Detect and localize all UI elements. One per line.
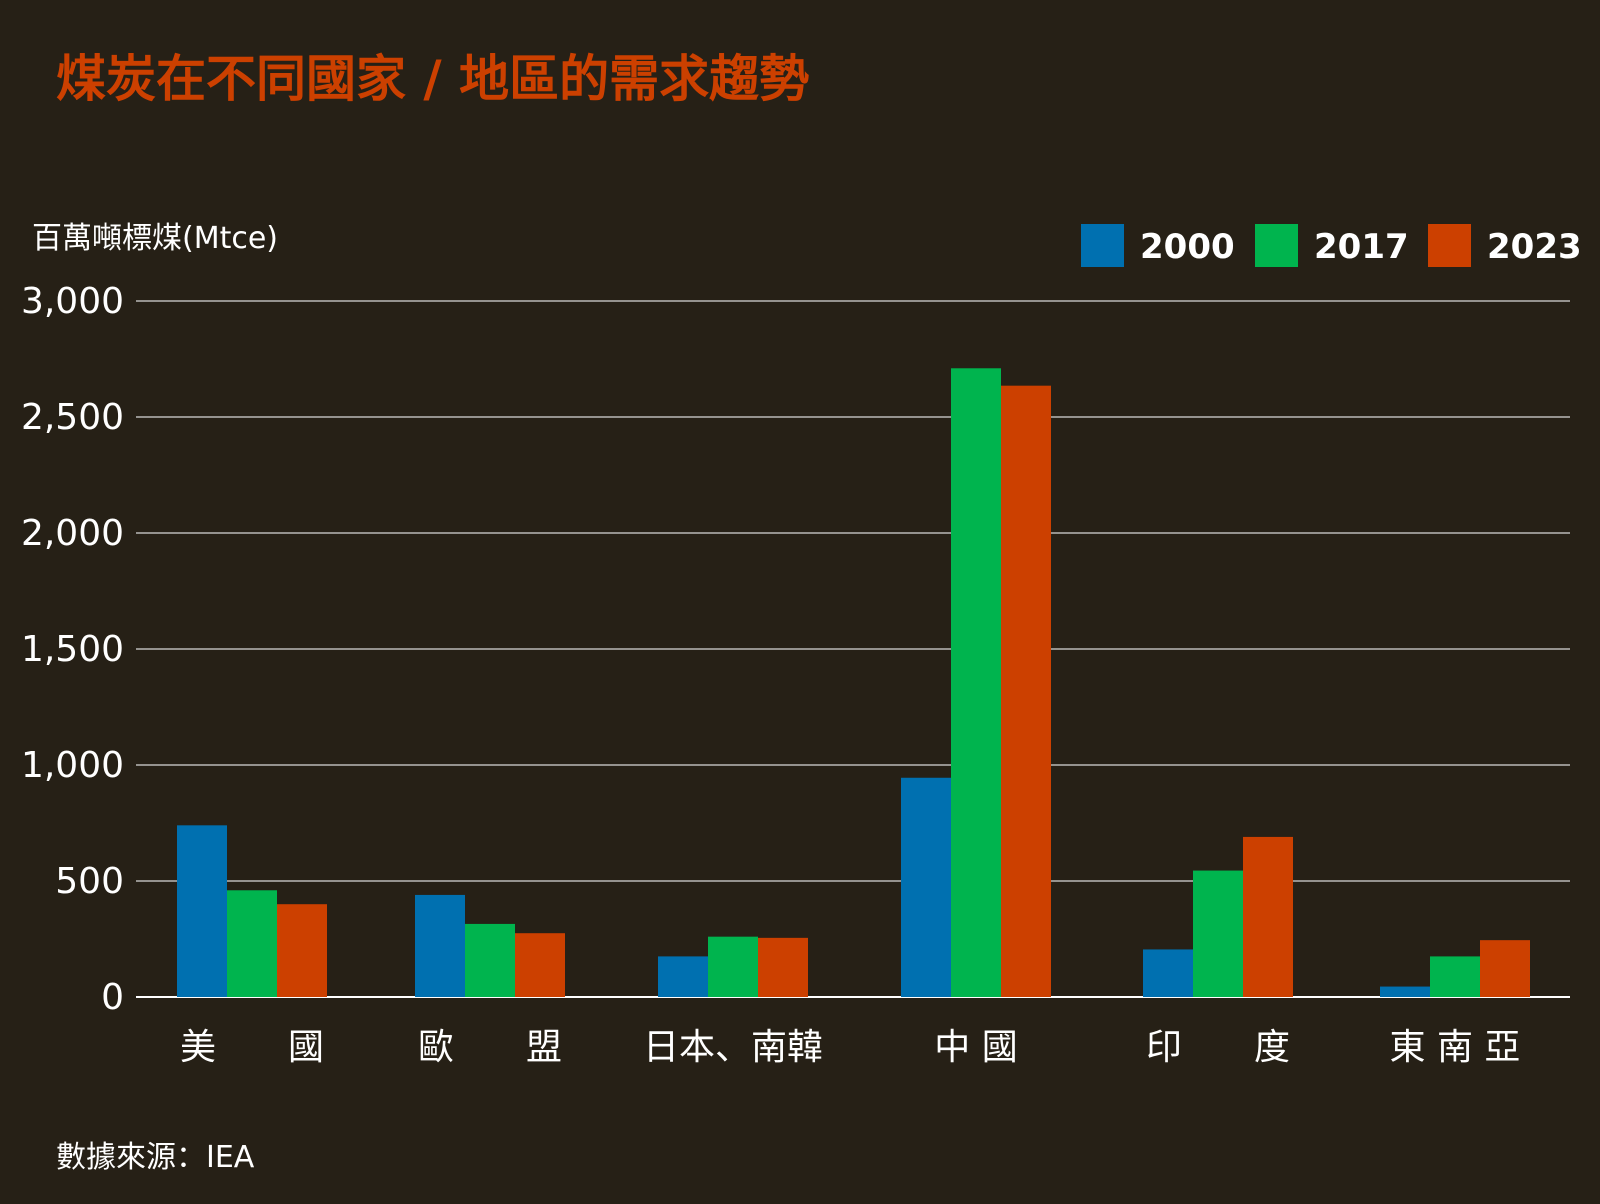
bar-2000-1 (415, 894, 465, 997)
chart-title: 煤炭在不同國家 / 地區的需求趨勢 (56, 50, 809, 108)
x-tick-label: 中 國 (934, 1027, 1017, 1068)
y-tick-label: 2,000 (21, 513, 124, 554)
y-tick-label: 2,500 (21, 397, 124, 438)
legend-label-2023: 2023 (1487, 227, 1582, 267)
legend-swatch-2023 (1428, 224, 1471, 267)
y-tick-label: 3,000 (21, 281, 124, 322)
bar-2000-0 (177, 825, 227, 997)
bar-2017-5 (1430, 956, 1480, 997)
legend-label-2000: 2000 (1140, 227, 1235, 267)
legend-swatch-2017 (1255, 224, 1298, 267)
x-tick-label: 歐 盟 (418, 1027, 562, 1068)
bar-2000-4 (1143, 949, 1193, 997)
bar-2017-2 (708, 936, 758, 997)
x-tick-label: 日本、南韓 (643, 1027, 823, 1068)
y-tick-label: 1,500 (21, 629, 124, 670)
y-tick-label: 1,000 (21, 745, 124, 786)
bar-2000-5 (1380, 986, 1430, 997)
bar-2023-0 (277, 904, 327, 997)
x-tick-label: 美 國 (180, 1027, 324, 1068)
x-tick-label: 印 度 (1146, 1027, 1290, 1068)
bar-2017-4 (1193, 870, 1243, 997)
bar-2017-0 (227, 890, 277, 997)
y-axis-ticks: 0 500 1,000 1,500 2,000 2,500 3,000 (21, 281, 124, 1018)
bar-2023-5 (1480, 940, 1530, 997)
bar-2017-1 (465, 923, 515, 997)
source-note: 數據來源：IEA (56, 1140, 255, 1175)
x-tick-label: 東 南 亞 (1390, 1027, 1521, 1068)
bar-2023-2 (758, 937, 808, 997)
y-axis-unit-label: 百萬噸標煤(Mtce) (32, 221, 278, 256)
legend-label-2017: 2017 (1314, 227, 1409, 267)
bar-2017-3 (951, 368, 1001, 997)
y-tick-label: 0 (101, 977, 124, 1018)
y-tick-label: 500 (55, 861, 124, 902)
bar-2023-3 (1001, 385, 1051, 997)
legend-swatch-2000 (1081, 224, 1124, 267)
gridlines (136, 300, 1570, 998)
bar-2000-3 (901, 777, 951, 997)
bar-2023-4 (1243, 836, 1293, 997)
x-axis-ticks: 美 國 歐 盟 日本、南韓 中 國 印 度 東 南 亞 (180, 1027, 1520, 1068)
bar-2000-2 (658, 956, 708, 997)
bars (177, 368, 1530, 997)
bar-2023-1 (515, 933, 565, 997)
legend: 2000 2017 2023 (1081, 224, 1582, 267)
